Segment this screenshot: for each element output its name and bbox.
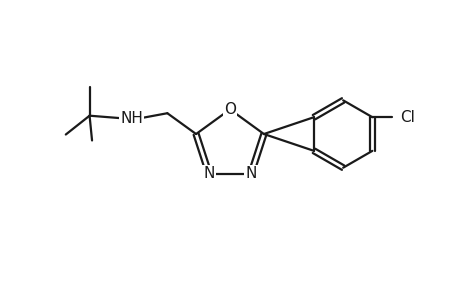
Text: Cl: Cl [400, 110, 414, 125]
Text: O: O [224, 102, 235, 117]
Text: N: N [203, 167, 214, 182]
Text: NH: NH [120, 111, 143, 126]
Text: N: N [245, 167, 256, 182]
